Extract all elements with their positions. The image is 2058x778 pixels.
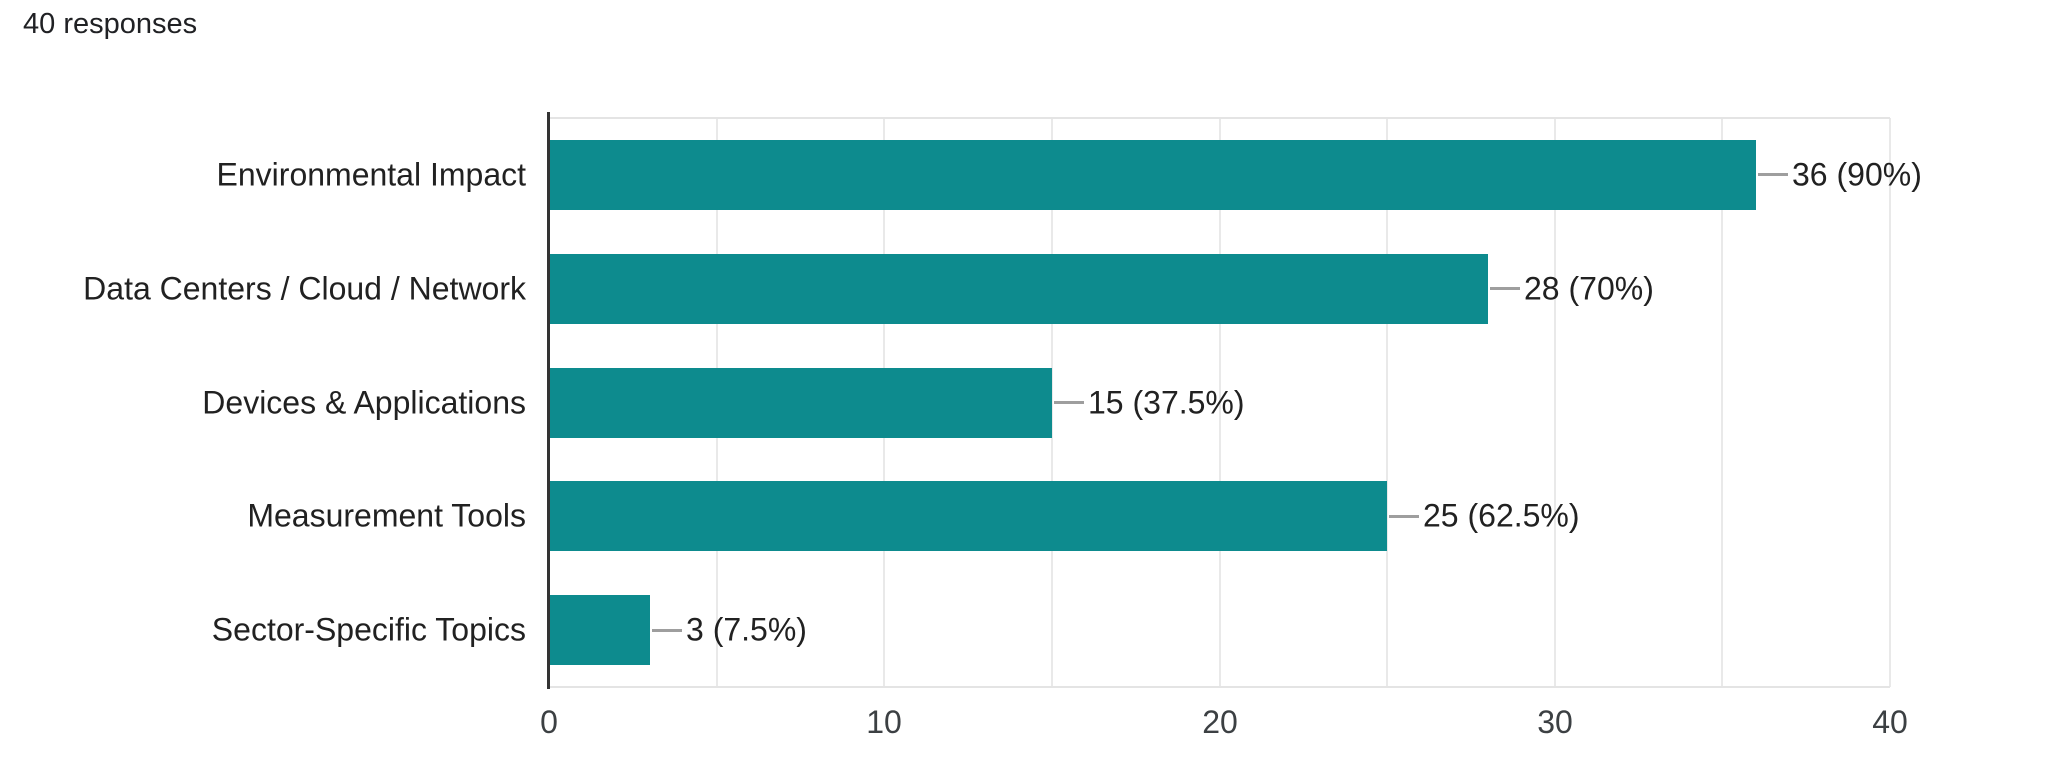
gridline [1219,118,1221,687]
responses-count: 40 responses [23,8,198,40]
bar-segment [549,481,1387,551]
category-label: Measurement Tools [247,497,526,534]
value-label: 15 (37.5%) [1088,384,1245,421]
value-label: 3 (7.5%) [686,611,807,648]
gridline [1554,118,1556,687]
value-connector-line [1054,401,1084,404]
category-label: Devices & Applications [202,384,526,421]
gridline [1721,118,1723,687]
value-label: 36 (90%) [1792,156,1922,193]
value-connector-line [1389,515,1419,518]
category-label: Sector-Specific Topics [211,611,526,648]
category-label: Data Centers / Cloud / Network [83,270,526,307]
gridline [1889,118,1891,687]
bar-segment [549,595,650,665]
gridline [1051,118,1053,687]
plot-top-border [549,117,1890,119]
value-connector-line [1490,287,1520,290]
x-axis-tick-label: 0 [540,704,558,740]
category-label: Environmental Impact [216,156,526,193]
x-axis-tick-label: 40 [1872,704,1908,740]
value-connector-line [1758,173,1788,176]
bar-segment [549,368,1052,438]
x-axis-tick-label: 10 [866,704,902,740]
y-axis-line [547,112,550,689]
value-connector-line [652,629,682,632]
gridline [1386,118,1388,687]
bar-segment [549,140,1756,210]
value-label: 25 (62.5%) [1423,497,1580,534]
x-axis-tick-label: 20 [1202,704,1238,740]
plot-baseline [549,686,1890,688]
value-label: 28 (70%) [1524,270,1654,307]
x-axis-tick-label: 30 [1537,704,1573,740]
bar-segment [549,254,1488,324]
